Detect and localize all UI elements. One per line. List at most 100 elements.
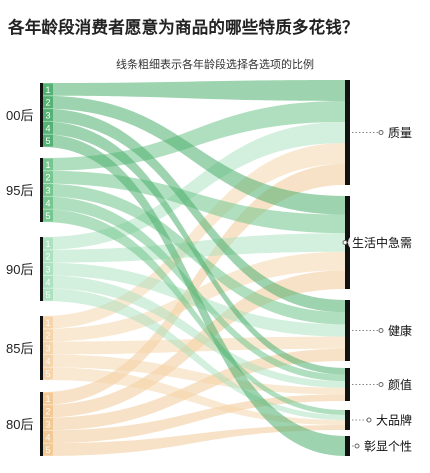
attr-label-bg-颜值 <box>384 376 418 393</box>
rank-box-85后-2 <box>43 329 53 342</box>
rank-box-00后-4 <box>43 121 53 134</box>
attr-label-bg-健康 <box>384 322 418 339</box>
rank-label-90后-2: 2 <box>46 252 51 262</box>
flow-90后-1 <box>43 122 345 250</box>
attr-bar-大品牌 <box>345 410 350 430</box>
attr-leader-dot-颜值 <box>378 382 384 387</box>
attr-bar-健康 <box>345 300 350 361</box>
attr-label-健康: 健康 <box>388 323 412 338</box>
rank-box-90后-2 <box>43 250 53 263</box>
rank-box-85后-3 <box>43 342 53 354</box>
attr-bar-彰显个性 <box>345 436 350 456</box>
flow-85后-1 <box>43 143 345 329</box>
attr-label-bg-大品牌 <box>372 412 418 428</box>
flow-80后-4 <box>43 394 345 444</box>
flows <box>43 80 345 456</box>
rank-box-80后-2 <box>43 405 53 418</box>
rank-label-95后-3: 3 <box>46 186 51 196</box>
rank-box-80后-5 <box>43 443 53 456</box>
rank-label-80后-3: 3 <box>46 420 51 430</box>
attr-label-bg-质量 <box>384 124 418 141</box>
rank-label-80后-4: 4 <box>46 432 51 442</box>
nodes: 1 2 3 4 5 00后 1 2 3 4 5 95后 1 2 3 4 5 90后 1 2 3 4 5 85后 1 2 3 4 5 80后… <box>6 80 418 456</box>
attr-label-生活中急需: 生活中急需 <box>352 235 412 250</box>
attr-label-bg-生活中急需 <box>348 234 418 251</box>
rank-label-85后-2: 2 <box>46 331 51 341</box>
attr-label-大品牌: 大品牌 <box>376 414 412 428</box>
rank-box-00后-5 <box>43 134 53 147</box>
rank-label-80后-2: 2 <box>46 407 51 417</box>
attr-label-颜值: 颜值 <box>388 377 412 392</box>
chart-title: 各年龄段消费者愿意为商品的哪些特质多花钱？ <box>8 19 359 37</box>
rank-label-00后-2: 2 <box>46 98 51 108</box>
rank-label-80后-5: 5 <box>46 445 51 455</box>
flow-00后-4 <box>43 121 345 375</box>
flow-85后-5 <box>43 367 345 425</box>
rank-box-95后-2 <box>43 171 53 184</box>
chart-subtitle: 线条粗细表示各年龄段选择各选项的比例 <box>116 59 314 71</box>
rank-label-90后-3: 3 <box>46 265 51 275</box>
rank-label-85后-4: 4 <box>46 356 51 366</box>
rank-label-95后-2: 2 <box>46 173 51 183</box>
rank-label-90后-1: 1 <box>46 239 51 249</box>
rank-label-95后-5: 5 <box>46 211 51 221</box>
rank-box-95后-1 <box>43 158 53 171</box>
rank-box-80后-4 <box>43 430 53 443</box>
flow-00后-5 <box>43 134 345 456</box>
rank-label-00后-1: 1 <box>46 85 51 95</box>
rank-box-00后-2 <box>43 96 53 109</box>
flow-00后-2 <box>43 95 345 215</box>
attr-bar-颜值 <box>345 368 350 401</box>
rank-box-95后-3 <box>43 184 53 196</box>
rank-box-90后-3 <box>43 263 53 275</box>
rank-box-85后-4 <box>43 354 53 367</box>
rank-box-00后-1 <box>43 83 53 96</box>
flow-90后-5 <box>43 288 345 420</box>
rank-label-95后-1: 1 <box>46 160 51 170</box>
rank-box-95后-5 <box>43 209 53 222</box>
rank-box-00后-3 <box>43 109 53 121</box>
attr-label-bg-彰显个性 <box>360 438 418 454</box>
rank-box-80后-3 <box>43 418 53 430</box>
age-label-90后: 90后 <box>6 262 33 277</box>
rank-label-00后-3: 3 <box>46 111 51 121</box>
attr-leader-dot-健康 <box>378 328 384 333</box>
age-label-85后: 85后 <box>6 341 33 356</box>
rank-box-90后-5 <box>43 288 53 301</box>
rank-box-95后-4 <box>43 196 53 209</box>
age-label-95后: 95后 <box>6 183 33 198</box>
age-bar-85后 <box>40 316 43 380</box>
flow-80后-5 <box>43 425 345 456</box>
attr-bar-质量 <box>345 80 350 185</box>
flow-90后-4 <box>43 275 345 388</box>
flow-00后-1 <box>43 80 345 101</box>
rank-box-85后-1 <box>43 316 53 329</box>
rank-label-85后-1: 1 <box>46 318 51 328</box>
attr-leader-dot-大品牌 <box>366 417 372 423</box>
rank-label-00后-4: 4 <box>46 123 51 133</box>
attr-label-质量: 质量 <box>388 126 412 140</box>
flow-85后-3 <box>43 336 345 355</box>
rank-box-85后-5 <box>43 367 53 380</box>
rank-box-90后-4 <box>43 275 53 288</box>
attr-leader-dot-彰显个性 <box>354 443 360 449</box>
age-bar-80后 <box>40 392 43 456</box>
age-bar-00后 <box>40 83 43 147</box>
flow-95后-5 <box>43 209 345 415</box>
attr-label-彰显个性: 彰显个性 <box>364 439 412 454</box>
flow-00后-3 <box>43 108 345 313</box>
age-label-00后: 00后 <box>6 108 33 123</box>
rank-label-00后-5: 5 <box>46 136 51 146</box>
attr-leader-dot-质量 <box>378 130 384 135</box>
rank-label-80后-1: 1 <box>46 394 51 404</box>
rank-box-80后-1 <box>43 392 53 405</box>
age-bar-90后 <box>40 237 43 301</box>
attr-leader-dot-生活中急需 <box>342 240 348 245</box>
rank-label-85后-3: 3 <box>46 344 51 354</box>
flow-95后-2 <box>43 170 345 234</box>
rank-label-95后-4: 4 <box>46 198 51 208</box>
rank-label-90后-4: 4 <box>46 277 51 287</box>
rank-box-90后-1 <box>43 237 53 250</box>
age-bar-95后 <box>40 158 43 222</box>
